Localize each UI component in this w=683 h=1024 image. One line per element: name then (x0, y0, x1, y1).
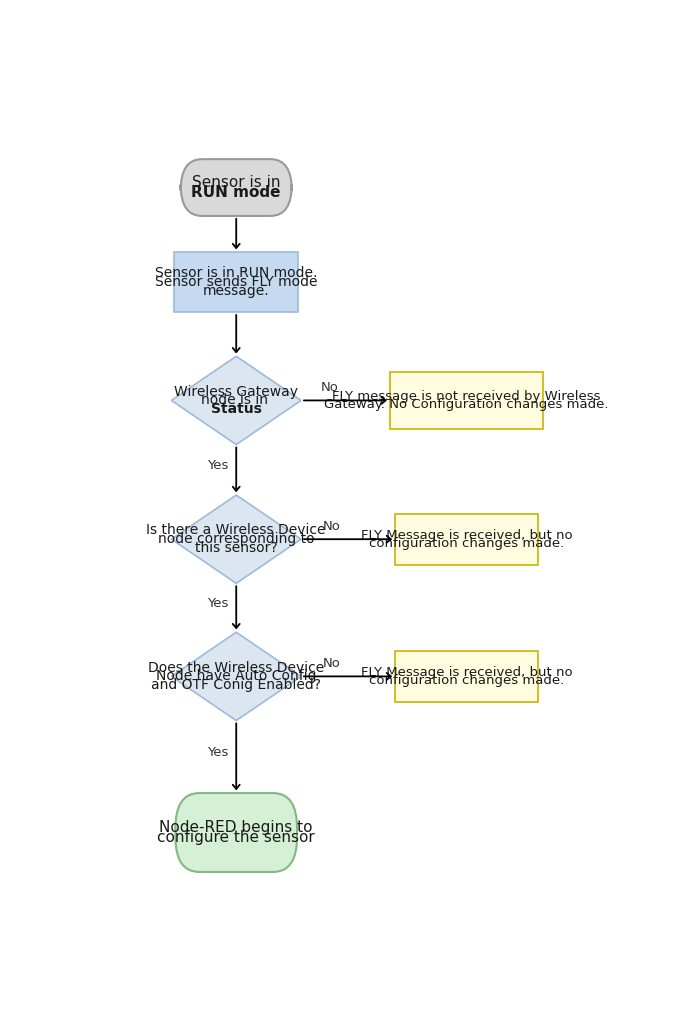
Polygon shape (171, 495, 301, 584)
Text: node is in: node is in (201, 393, 272, 408)
Text: FLY Message is received, but no: FLY Message is received, but no (361, 528, 572, 542)
FancyBboxPatch shape (180, 159, 292, 216)
Polygon shape (171, 632, 301, 721)
Text: Yes: Yes (207, 746, 228, 760)
FancyBboxPatch shape (395, 514, 538, 565)
FancyBboxPatch shape (390, 372, 543, 429)
Text: No: No (320, 381, 339, 394)
Text: this sensor?: this sensor? (195, 541, 277, 555)
Text: Yes: Yes (207, 597, 228, 610)
FancyBboxPatch shape (176, 793, 297, 872)
Text: Wireless Gateway: Wireless Gateway (174, 385, 298, 398)
Text: node corresponding to: node corresponding to (158, 532, 315, 546)
Text: configure the sensor: configure the sensor (157, 829, 315, 845)
Text: FLY message is not received by Wireless: FLY message is not received by Wireless (332, 390, 601, 402)
Text: configuration changes made.: configuration changes made. (369, 674, 564, 687)
Text: Gateway. No Configuration changes made.: Gateway. No Configuration changes made. (324, 398, 609, 411)
Text: Status: Status (211, 402, 262, 416)
Text: and OTF Conig Enabled?: and OTF Conig Enabled? (151, 678, 321, 692)
Polygon shape (171, 356, 301, 444)
Text: RUN mode: RUN mode (191, 185, 281, 200)
Text: Is there a Wireless Device: Is there a Wireless Device (146, 523, 326, 538)
Text: Does the Wireless Device: Does the Wireless Device (148, 660, 324, 675)
Text: FLY Message is received, but no: FLY Message is received, but no (361, 666, 572, 679)
Text: Node-RED begins to: Node-RED begins to (160, 820, 313, 836)
Text: Sensor is in: Sensor is in (192, 175, 281, 190)
Text: configuration changes made.: configuration changes made. (369, 537, 564, 550)
Text: Sensor sends FLY mode: Sensor sends FLY mode (155, 275, 318, 289)
FancyBboxPatch shape (395, 651, 538, 702)
FancyBboxPatch shape (174, 252, 298, 312)
Text: No: No (323, 520, 341, 532)
Text: Node have Auto Config: Node have Auto Config (156, 670, 316, 683)
Text: No: No (323, 657, 341, 670)
Text: Sensor is in RUN mode.: Sensor is in RUN mode. (155, 266, 318, 281)
Text: Yes: Yes (207, 460, 228, 472)
Text: message.: message. (203, 284, 270, 298)
